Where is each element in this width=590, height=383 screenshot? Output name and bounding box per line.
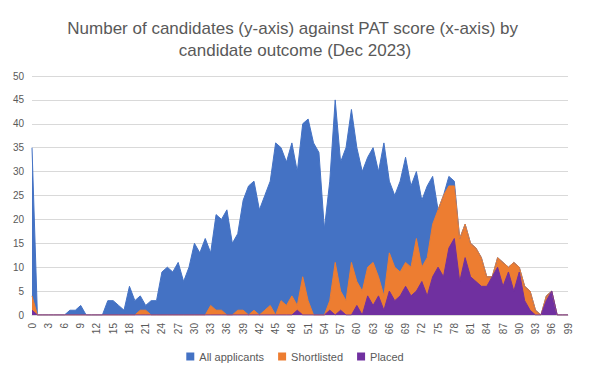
svg-text:All applicants: All applicants: [199, 351, 264, 363]
svg-text:12: 12: [91, 323, 102, 335]
svg-text:66: 66: [384, 323, 395, 335]
svg-text:30: 30: [13, 166, 25, 177]
svg-text:9: 9: [75, 323, 86, 329]
svg-text:Number of candidates (y-axis): Number of candidates (y-axis) against PA…: [67, 19, 522, 38]
svg-text:Shortlisted: Shortlisted: [291, 351, 343, 363]
svg-text:75: 75: [433, 323, 444, 335]
svg-text:18: 18: [124, 323, 135, 335]
svg-text:81: 81: [465, 323, 476, 335]
svg-text:15: 15: [13, 238, 25, 249]
svg-text:24: 24: [156, 323, 167, 335]
svg-text:0: 0: [27, 323, 38, 329]
svg-text:30: 30: [189, 323, 200, 335]
svg-text:0: 0: [18, 310, 24, 321]
svg-text:20: 20: [13, 214, 25, 225]
svg-text:35: 35: [13, 142, 25, 153]
svg-text:40: 40: [13, 118, 25, 129]
svg-text:15: 15: [108, 323, 119, 335]
svg-text:87: 87: [498, 323, 509, 335]
svg-text:72: 72: [416, 323, 427, 335]
svg-text:78: 78: [449, 323, 460, 335]
svg-text:33: 33: [205, 323, 216, 335]
svg-text:Placed: Placed: [370, 351, 404, 363]
svg-text:84: 84: [481, 323, 492, 335]
svg-text:21: 21: [140, 323, 151, 335]
svg-text:50: 50: [13, 71, 25, 82]
svg-text:63: 63: [368, 323, 379, 335]
svg-text:27: 27: [173, 323, 184, 335]
svg-text:42: 42: [254, 323, 265, 335]
svg-text:60: 60: [351, 323, 362, 335]
svg-text:99: 99: [563, 323, 574, 335]
svg-text:96: 96: [546, 323, 557, 335]
svg-text:45: 45: [13, 94, 25, 105]
svg-text:10: 10: [13, 262, 25, 273]
svg-text:candidate outcome (Dec 2023): candidate outcome (Dec 2023): [179, 41, 411, 60]
svg-text:69: 69: [400, 323, 411, 335]
svg-text:54: 54: [319, 323, 330, 335]
svg-text:45: 45: [270, 323, 281, 335]
svg-text:93: 93: [530, 323, 541, 335]
svg-text:51: 51: [303, 323, 314, 335]
svg-text:6: 6: [59, 323, 70, 329]
svg-text:39: 39: [238, 323, 249, 335]
svg-text:5: 5: [18, 286, 24, 297]
svg-text:36: 36: [221, 323, 232, 335]
svg-text:48: 48: [286, 323, 297, 335]
svg-text:57: 57: [335, 323, 346, 335]
svg-text:3: 3: [43, 323, 54, 329]
svg-text:90: 90: [514, 323, 525, 335]
svg-text:25: 25: [13, 190, 25, 201]
